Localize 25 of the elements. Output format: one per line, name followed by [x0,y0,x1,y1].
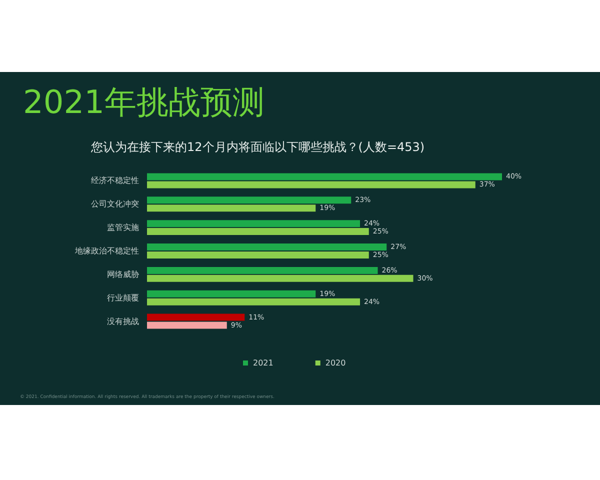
y-tick-label: 没有挑战 [107,316,139,326]
y-tick-label: 行业颠覆 [107,293,139,302]
y-tick-label: 公司文化冲突 [91,200,139,209]
bar [147,266,378,274]
legend-label: 2021 [253,358,274,368]
bar [147,181,476,188]
y-tick-label: 经济不稳定性 [91,176,139,186]
y-tick-label: 网络威胁 [107,270,139,279]
bar [147,244,387,251]
legend-label: 2020 [325,358,346,368]
bar [147,204,316,212]
chart-subtitle: 您认为在接下来的12个月内将面临以下哪些挑战？(人数=453) [90,140,425,154]
bar [147,251,369,258]
bar [147,220,360,228]
bar [147,274,414,282]
y-tick-label: 监管实施 [107,223,139,232]
bar [147,196,352,204]
bar [147,173,502,180]
chart-title: 2021年挑战预测 [23,83,264,121]
bar [147,314,245,321]
bar [147,298,360,306]
bar [147,290,316,298]
bar [147,228,369,236]
bar [147,322,227,329]
y-tick-label: 地缘政治不稳定性 [74,246,139,256]
